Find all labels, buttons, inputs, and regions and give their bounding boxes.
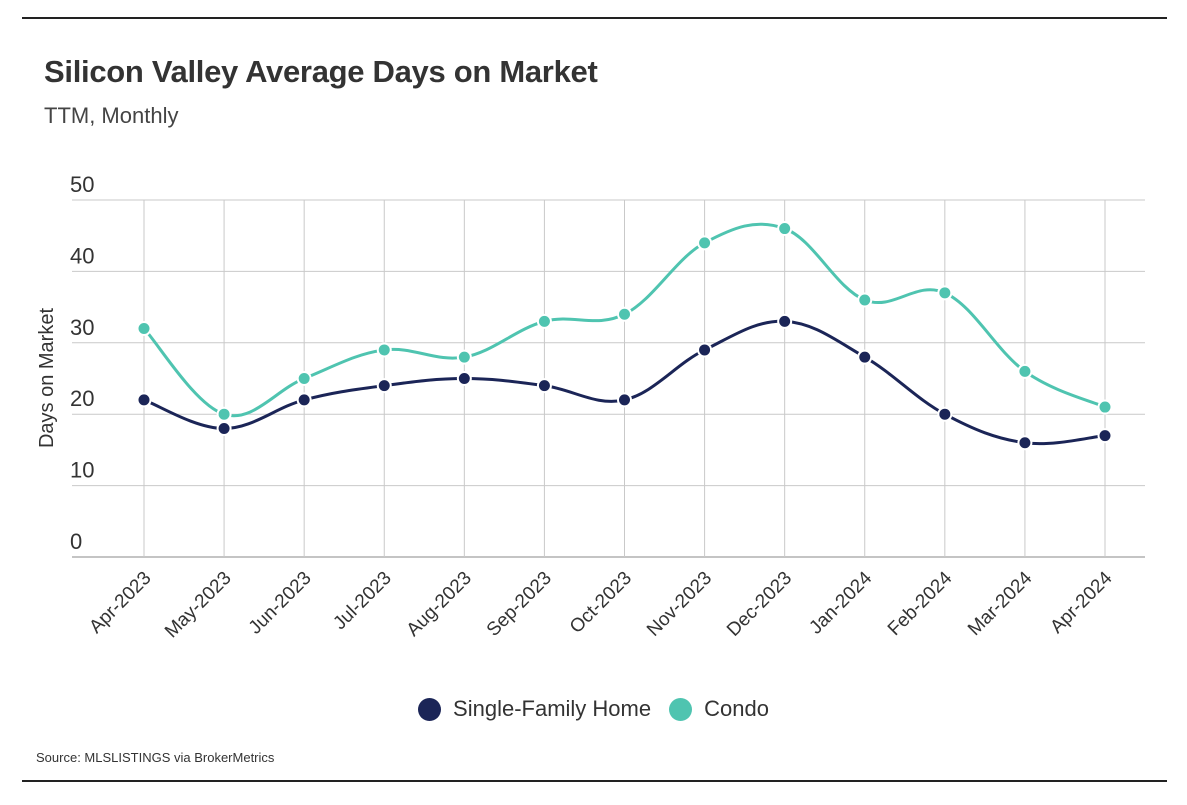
data-point-single-family-home-Jul-2023 xyxy=(376,378,392,394)
x-tick-Jan-2024: Jan-2024 xyxy=(805,567,876,638)
data-point-condo-Nov-2023 xyxy=(697,235,713,251)
legend-swatch-single-family xyxy=(418,697,442,721)
y-axis-label: Days on Market xyxy=(36,308,58,448)
y-tick-labels: 0 10 20 30 40 50 xyxy=(70,172,94,554)
data-point-single-family-home-Jun-2023 xyxy=(296,392,312,408)
x-tick-Aug-2023: Aug-2023 xyxy=(403,568,476,641)
legend-label-condo: Condo xyxy=(704,696,769,721)
legend-swatch-condo xyxy=(669,697,693,721)
legend: Single-Family Home Condo xyxy=(0,696,1187,722)
data-point-condo-Apr-2023 xyxy=(136,321,152,337)
data-point-single-family-home-Feb-2024 xyxy=(937,406,953,422)
x-tick-labels: Apr-2023 May-2023 Jun-2023 Jul-2023 Aug-2023… xyxy=(85,567,1116,642)
source-note: Source: MLSLISTINGS via BrokerMetrics xyxy=(36,750,275,765)
x-tick-May-2023: May-2023 xyxy=(161,568,236,643)
data-point-condo-Jan-2024 xyxy=(857,292,873,308)
data-point-condo-Jun-2023 xyxy=(296,371,312,386)
data-point-single-family-home-Apr-2024 xyxy=(1097,428,1113,444)
series-single-family-home xyxy=(136,313,1113,451)
x-tick-Dec-2023: Dec-2023 xyxy=(723,568,796,641)
x-tick-Oct-2023: Oct-2023 xyxy=(566,568,636,638)
data-point-condo-Mar-2024 xyxy=(1017,363,1033,379)
legend-item-condo: Condo xyxy=(669,696,769,722)
data-point-condo-Aug-2023 xyxy=(456,349,472,365)
x-tick-Mar-2024: Mar-2024 xyxy=(964,567,1037,640)
y-tick-50: 50 xyxy=(70,172,94,197)
data-point-single-family-home-Sep-2023 xyxy=(536,378,552,394)
x-tick-Feb-2024: Feb-2024 xyxy=(884,567,957,640)
data-point-single-family-home-Oct-2023 xyxy=(617,392,632,408)
chart-title: Silicon Valley Average Days on Market xyxy=(44,54,598,89)
data-point-single-family-home-Aug-2023 xyxy=(456,371,472,386)
data-point-condo-Feb-2024 xyxy=(937,285,953,301)
series-condo xyxy=(136,221,1113,422)
y-tick-0: 0 xyxy=(70,529,82,554)
x-tick-Sep-2023: Sep-2023 xyxy=(483,568,556,641)
data-point-single-family-home-Jan-2024 xyxy=(857,349,873,365)
y-tick-40: 40 xyxy=(70,243,94,268)
x-tick-Jun-2023: Jun-2023 xyxy=(245,568,316,639)
data-point-single-family-home-Dec-2023 xyxy=(777,313,793,329)
series-lines xyxy=(136,221,1113,451)
y-tick-10: 10 xyxy=(70,458,94,483)
data-point-single-family-home-Nov-2023 xyxy=(697,342,713,358)
legend-item-single-family: Single-Family Home xyxy=(418,696,651,722)
data-point-condo-May-2023 xyxy=(216,406,232,422)
line-chart: 0 10 20 30 40 50 Apr-2023 May-2023 Jun-2023 Jul-… xyxy=(36,172,1145,642)
chart-subtitle: TTM, Monthly xyxy=(44,103,179,128)
data-point-condo-Apr-2024 xyxy=(1097,399,1113,415)
x-tick-Jul-2023: Jul-2023 xyxy=(329,568,395,634)
bottom-rule xyxy=(22,780,1167,782)
x-tick-Apr-2023: Apr-2023 xyxy=(85,568,155,638)
data-point-single-family-home-Apr-2023 xyxy=(136,392,152,408)
data-point-condo-Dec-2023 xyxy=(777,221,793,237)
top-rule xyxy=(22,17,1167,19)
data-point-condo-Sep-2023 xyxy=(536,313,552,329)
data-point-single-family-home-Mar-2024 xyxy=(1017,435,1033,451)
data-point-single-family-home-May-2023 xyxy=(216,420,232,436)
x-tick-Apr-2024: Apr-2024 xyxy=(1046,567,1116,637)
y-tick-20: 20 xyxy=(70,386,94,411)
grid-lines xyxy=(72,199,1145,558)
x-tick-Nov-2023: Nov-2023 xyxy=(643,568,716,641)
legend-label-single-family: Single-Family Home xyxy=(453,696,652,721)
data-point-condo-Oct-2023 xyxy=(617,306,632,322)
data-point-condo-Jul-2023 xyxy=(376,342,392,358)
y-tick-30: 30 xyxy=(70,315,94,340)
